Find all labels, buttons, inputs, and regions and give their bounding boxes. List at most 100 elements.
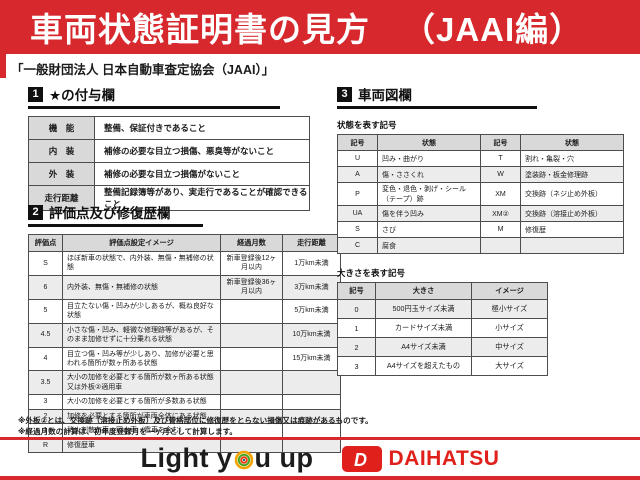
section-evaluation: 2 評価点及び修復歴欄 評価点 評価点設定イメージ 経過月数 走行距離 S ほぼ新車の状… (28, 202, 341, 454)
table-cell: 凹み・曲がり (377, 150, 481, 167)
table-cell: 3 (28, 394, 63, 410)
column-header: 記号 (337, 282, 376, 300)
star-grant-table: 機 能整備、保証付きであること内 装補修の必要な目立つ損傷、悪臭等がないこと外 … (28, 116, 310, 211)
table-cell: 5万km未満 (282, 298, 341, 324)
table-cell: S (28, 251, 63, 276)
left-red-strip (0, 54, 6, 78)
table-cell: 整備、保証付きであること (94, 116, 310, 140)
table-row: 5 目立たない傷・凹みが少しあるが、概ね良好な状態 5万km未満 (28, 298, 341, 324)
table-cell: 新車登録後12ヶ月以内 (220, 251, 283, 276)
section-1-title: ★の付与欄 (49, 88, 116, 103)
table-cell: UA (337, 205, 378, 222)
daihatsu-logo: D DAIHATSU (341, 445, 500, 472)
table-cell: カードサイズ未満 (375, 318, 472, 338)
table-cell: 5 (28, 298, 63, 324)
table-cell: 補修の必要な目立つ損傷、悪臭等がないこと (94, 139, 310, 163)
table-cell: 3.5 (28, 370, 63, 396)
footnotes: ※外板②とは、交換跡（溶接止め外板）及び骨格部位に修復歴をとらない損傷又は痕跡が… (18, 415, 373, 437)
table-cell: XM② (480, 205, 521, 222)
table-cell: 補修の必要な目立つ損傷がないこと (94, 162, 310, 186)
section-1-number: 1 (28, 86, 43, 102)
table-cell: 15万km未満 (282, 346, 341, 372)
table-cell: 大小の加修を必要とする箇所が数ヶ所ある状態又は外板②適用車 (62, 370, 221, 396)
edition-label: （JAAI編） (402, 11, 584, 48)
section-3-title: 車両図欄 (358, 88, 412, 103)
table-cell: 外 装 (28, 162, 95, 186)
column-header: 走行距離 (282, 234, 341, 252)
svg-text:D: D (354, 450, 367, 470)
table-row: 4 目立つ傷・凹み等が少しあり、加修が必要と思われる箇所が数ヶ所ある状態 15万km… (28, 346, 341, 372)
table-cell: 2 (337, 337, 376, 357)
column-header: イメージ (471, 282, 548, 300)
table-cell: XM (480, 182, 521, 206)
table-row: 3.5 大小の加修を必要とする箇所が数ヶ所ある状態又は外板②適用車 (28, 370, 341, 396)
column-header: 記号 (480, 134, 521, 151)
table-cell (220, 322, 283, 348)
table-cell: 整備記録簿等があり、実走行であることが確認できること (94, 185, 310, 211)
size-symbols-label: 大きさを表す記号 (337, 268, 406, 278)
table-cell: C (337, 237, 378, 254)
table-cell: W (480, 166, 521, 183)
footnote-1: ※外板②とは、交換跡（溶接止め外板）及び骨格部位に修復歴をとらない損傷又は痕跡が… (18, 416, 373, 425)
table-cell: 内 装 (28, 139, 95, 163)
table-cell (220, 298, 283, 324)
table-row: 0 500円玉サイズ未満 極小サイズ (337, 299, 548, 319)
table-cell: 6 (28, 274, 63, 300)
column-header: 記号 (337, 134, 378, 151)
table-cell: 目立たない傷・凹みが少しあるが、概ね良好な状態 (62, 298, 221, 324)
section-vehicle-diagram: 3 車両図欄 状態を表す記号 記号 状態 記号 状態 U 凹み・曲がり T 割れ・亀裂・穴 A… (337, 84, 624, 376)
table-cell (220, 346, 283, 372)
table-row: S ほぼ新車の状態で、内外装、無傷・無補修の状態 新車登録後12ヶ月以内 1万km未満 (28, 251, 341, 276)
table-cell: 1 (337, 318, 376, 338)
table-cell: 大小の加修を必要とする箇所が多数ある状態 (62, 394, 221, 410)
table-cell: 変色・退色・剥げ・シール（テープ）跡 (377, 182, 481, 206)
table-cell: P (337, 182, 378, 206)
table-cell: S (337, 221, 378, 238)
section-3-header: 3 車両図欄 (337, 84, 624, 104)
table-cell (480, 237, 521, 254)
table-row: 機 能整備、保証付きであること (28, 116, 310, 140)
table-row: UA 傷を伴う凹み XM② 交換跡（溶接止め外板） (337, 205, 624, 222)
size-symbol-table: 記号 大きさ イメージ 0 500円玉サイズ未満 極小サイズ 1 カードサイズ未満 小サイズ 2… (337, 282, 548, 376)
bottom-red-strip (0, 476, 640, 480)
table-row: S さび M 修復歴 (337, 221, 624, 238)
table-cell: 小サイズ (471, 318, 548, 338)
table-cell: 4.5 (28, 322, 63, 348)
table-cell: ほぼ新車の状態で、内外装、無傷・無補修の状態 (62, 251, 221, 276)
table-row: 外 装補修の必要な目立つ損傷がないこと (28, 162, 310, 186)
table-cell (520, 237, 624, 254)
column-header: 状態 (520, 134, 624, 151)
footnote-2: ※経過月数の計算は、初年度登録月を一ヶ月として計算します。 (18, 427, 238, 436)
column-header: 状態 (377, 134, 481, 151)
column-header: 大きさ (375, 282, 472, 300)
table-cell: 500円玉サイズ未満 (375, 299, 472, 319)
table-cell: A4サイズを超えたもの (375, 356, 472, 376)
light-you-up-logo: Light y u up (141, 443, 314, 474)
header-banner: 車両状態証明書の見方 （JAAI編） (0, 0, 640, 54)
table-cell: T (480, 150, 521, 167)
evaluation-table: 評価点 評価点設定イメージ 経過月数 走行距離 S ほぼ新車の状態で、内外装、無傷・無補… (28, 234, 341, 454)
evaluation-table-header-row: 評価点 評価点設定イメージ 経過月数 走行距離 (28, 234, 341, 252)
table-cell: さび (377, 221, 481, 238)
table-row: U 凹み・曲がり T 割れ・亀裂・穴 (337, 150, 624, 167)
table-cell: U (337, 150, 378, 167)
size-table-header-row: 記号 大きさ イメージ (337, 282, 548, 300)
table-cell: 機 能 (28, 116, 95, 140)
column-header: 評価点設定イメージ (62, 234, 221, 252)
section-2-rule (28, 224, 203, 227)
section-3-number: 3 (337, 86, 352, 102)
table-cell: 3万km未満 (282, 274, 341, 300)
table-row: 2 A4サイズ未満 中サイズ (337, 337, 548, 357)
table-cell: 腐食 (377, 237, 481, 254)
table-row: A 傷・ささくれ W 塗装跡・板金修理跡 (337, 166, 624, 183)
table-cell (282, 394, 341, 410)
table-row: 2 加修を必要とする箇所が車両全体にある状態 (28, 408, 341, 425)
table-cell: 塗装跡・板金修理跡 (520, 166, 624, 183)
table-row: 4.5 小さな傷・凹み、軽微な修理跡等があるが、そのまま加修せずに十分乗れる状態 1… (28, 322, 341, 348)
table-cell: 修復歴 (520, 221, 624, 238)
table-row: P 変色・退色・剥げ・シール（テープ）跡 XM 交換跡（ネジ止め外板） (337, 182, 624, 206)
section-3-rule (337, 106, 537, 109)
table-cell: 1万km未満 (282, 251, 341, 276)
daihatsu-d-mark-icon: D (341, 445, 382, 472)
